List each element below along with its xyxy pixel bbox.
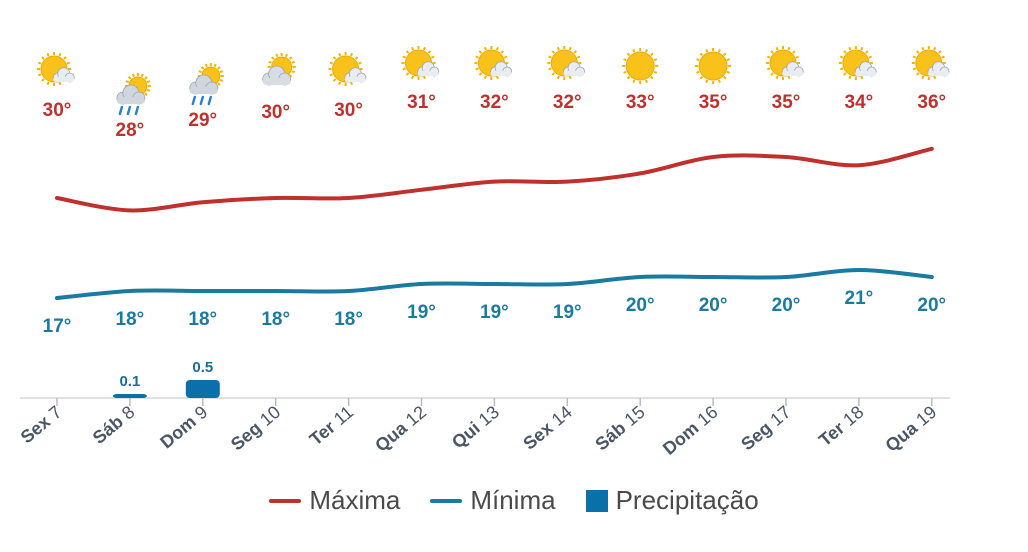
- legend-item-min[interactable]: Mínima: [430, 485, 556, 516]
- partly-sunny-icon: [37, 52, 75, 86]
- min-temp-label: 20°: [772, 295, 801, 316]
- cloudy-sun-icon: [262, 53, 296, 86]
- legend: Máxima Mínima Precipitação: [0, 485, 1028, 516]
- min-temp-line: [55, 267, 934, 300]
- min-temp-label: 19°: [407, 302, 436, 323]
- x-tick-label: Qui 13: [448, 402, 503, 453]
- min-temp-label: 17°: [43, 316, 72, 337]
- precip-bar: [112, 394, 147, 398]
- max-temp-label: 30°: [43, 100, 72, 121]
- min-temp-label: 18°: [334, 309, 363, 330]
- x-tick-label: Sex 7: [17, 402, 66, 448]
- legend-item-max[interactable]: Máxima: [269, 485, 400, 516]
- rain-icon: [116, 73, 151, 116]
- partly-sunny-icon: [401, 46, 440, 80]
- x-tick-label: Dom 16: [659, 402, 722, 459]
- max-temp-label: 32°: [480, 92, 509, 113]
- x-tick-label: Ter 11: [306, 402, 357, 450]
- max-temp-label: 31°: [407, 92, 436, 113]
- legend-label-max: Máxima: [309, 485, 401, 515]
- max-temp-label: 35°: [772, 92, 801, 113]
- precip-label: 0.5: [192, 359, 213, 376]
- min-temp-label: 19°: [553, 302, 582, 323]
- x-tick-label: Ter 18: [815, 402, 867, 451]
- sun-icon: [695, 48, 732, 84]
- min-temp-label: 20°: [699, 295, 728, 316]
- precip-label: 0.1: [119, 373, 140, 390]
- max-temp-label: 30°: [334, 100, 363, 121]
- partly-sunny-icon: [838, 46, 877, 80]
- min-temp-label: 19°: [480, 302, 509, 323]
- min-temp-label: 18°: [116, 309, 145, 330]
- x-tick-label: Qua 19: [882, 402, 941, 456]
- legend-item-precip[interactable]: Precipitação: [585, 485, 759, 516]
- x-tick-label: Sáb 15: [591, 402, 648, 455]
- x-tick-label: Seg 17: [737, 402, 794, 455]
- max-temp-line: [55, 146, 934, 213]
- legend-label-min: Mínima: [470, 485, 556, 515]
- partly-sunny-icon: [547, 46, 585, 80]
- min-temp-label: 18°: [188, 309, 217, 330]
- max-temp-label: 34°: [845, 92, 874, 113]
- x-tick-label: Seg 10: [227, 402, 284, 455]
- partly-sunny-icon: [328, 52, 367, 86]
- legend-swatch-min: [430, 498, 463, 503]
- max-temp-label: 32°: [553, 92, 582, 113]
- precip-bar: [185, 380, 220, 398]
- max-temp-label: 35°: [699, 92, 728, 113]
- partly-sunny-icon: [766, 46, 804, 80]
- min-temp-label: 21°: [845, 288, 874, 309]
- sun-icon: [622, 48, 659, 84]
- legend-swatch-precip: [585, 489, 608, 512]
- x-tick-label: Sáb 8: [89, 402, 139, 448]
- max-temp-label: 28°: [116, 120, 145, 141]
- min-temp-label: 20°: [626, 295, 655, 316]
- rain-icon: [189, 63, 224, 106]
- x-tick-label: Dom 9: [156, 402, 211, 453]
- min-temp-label: 20°: [917, 295, 946, 316]
- max-temp-label: 36°: [917, 92, 946, 113]
- max-temp-label: 29°: [188, 110, 217, 131]
- partly-sunny-icon: [474, 46, 513, 80]
- min-temp-label: 18°: [261, 309, 290, 330]
- x-tick-label: Sex 14: [519, 402, 576, 454]
- legend-swatch-max: [269, 498, 302, 503]
- max-temp-label: 33°: [626, 92, 655, 113]
- partly-sunny-icon: [911, 46, 950, 80]
- x-tick-label: Qua 12: [371, 402, 430, 456]
- max-temp-label: 30°: [261, 102, 290, 123]
- legend-label-precip: Precipitação: [615, 485, 759, 515]
- weather-chart: 30° 28° 29° 30° 30° 31° 32° 32° 33° 35° 35° 34° 36° 1…: [17, 46, 950, 459]
